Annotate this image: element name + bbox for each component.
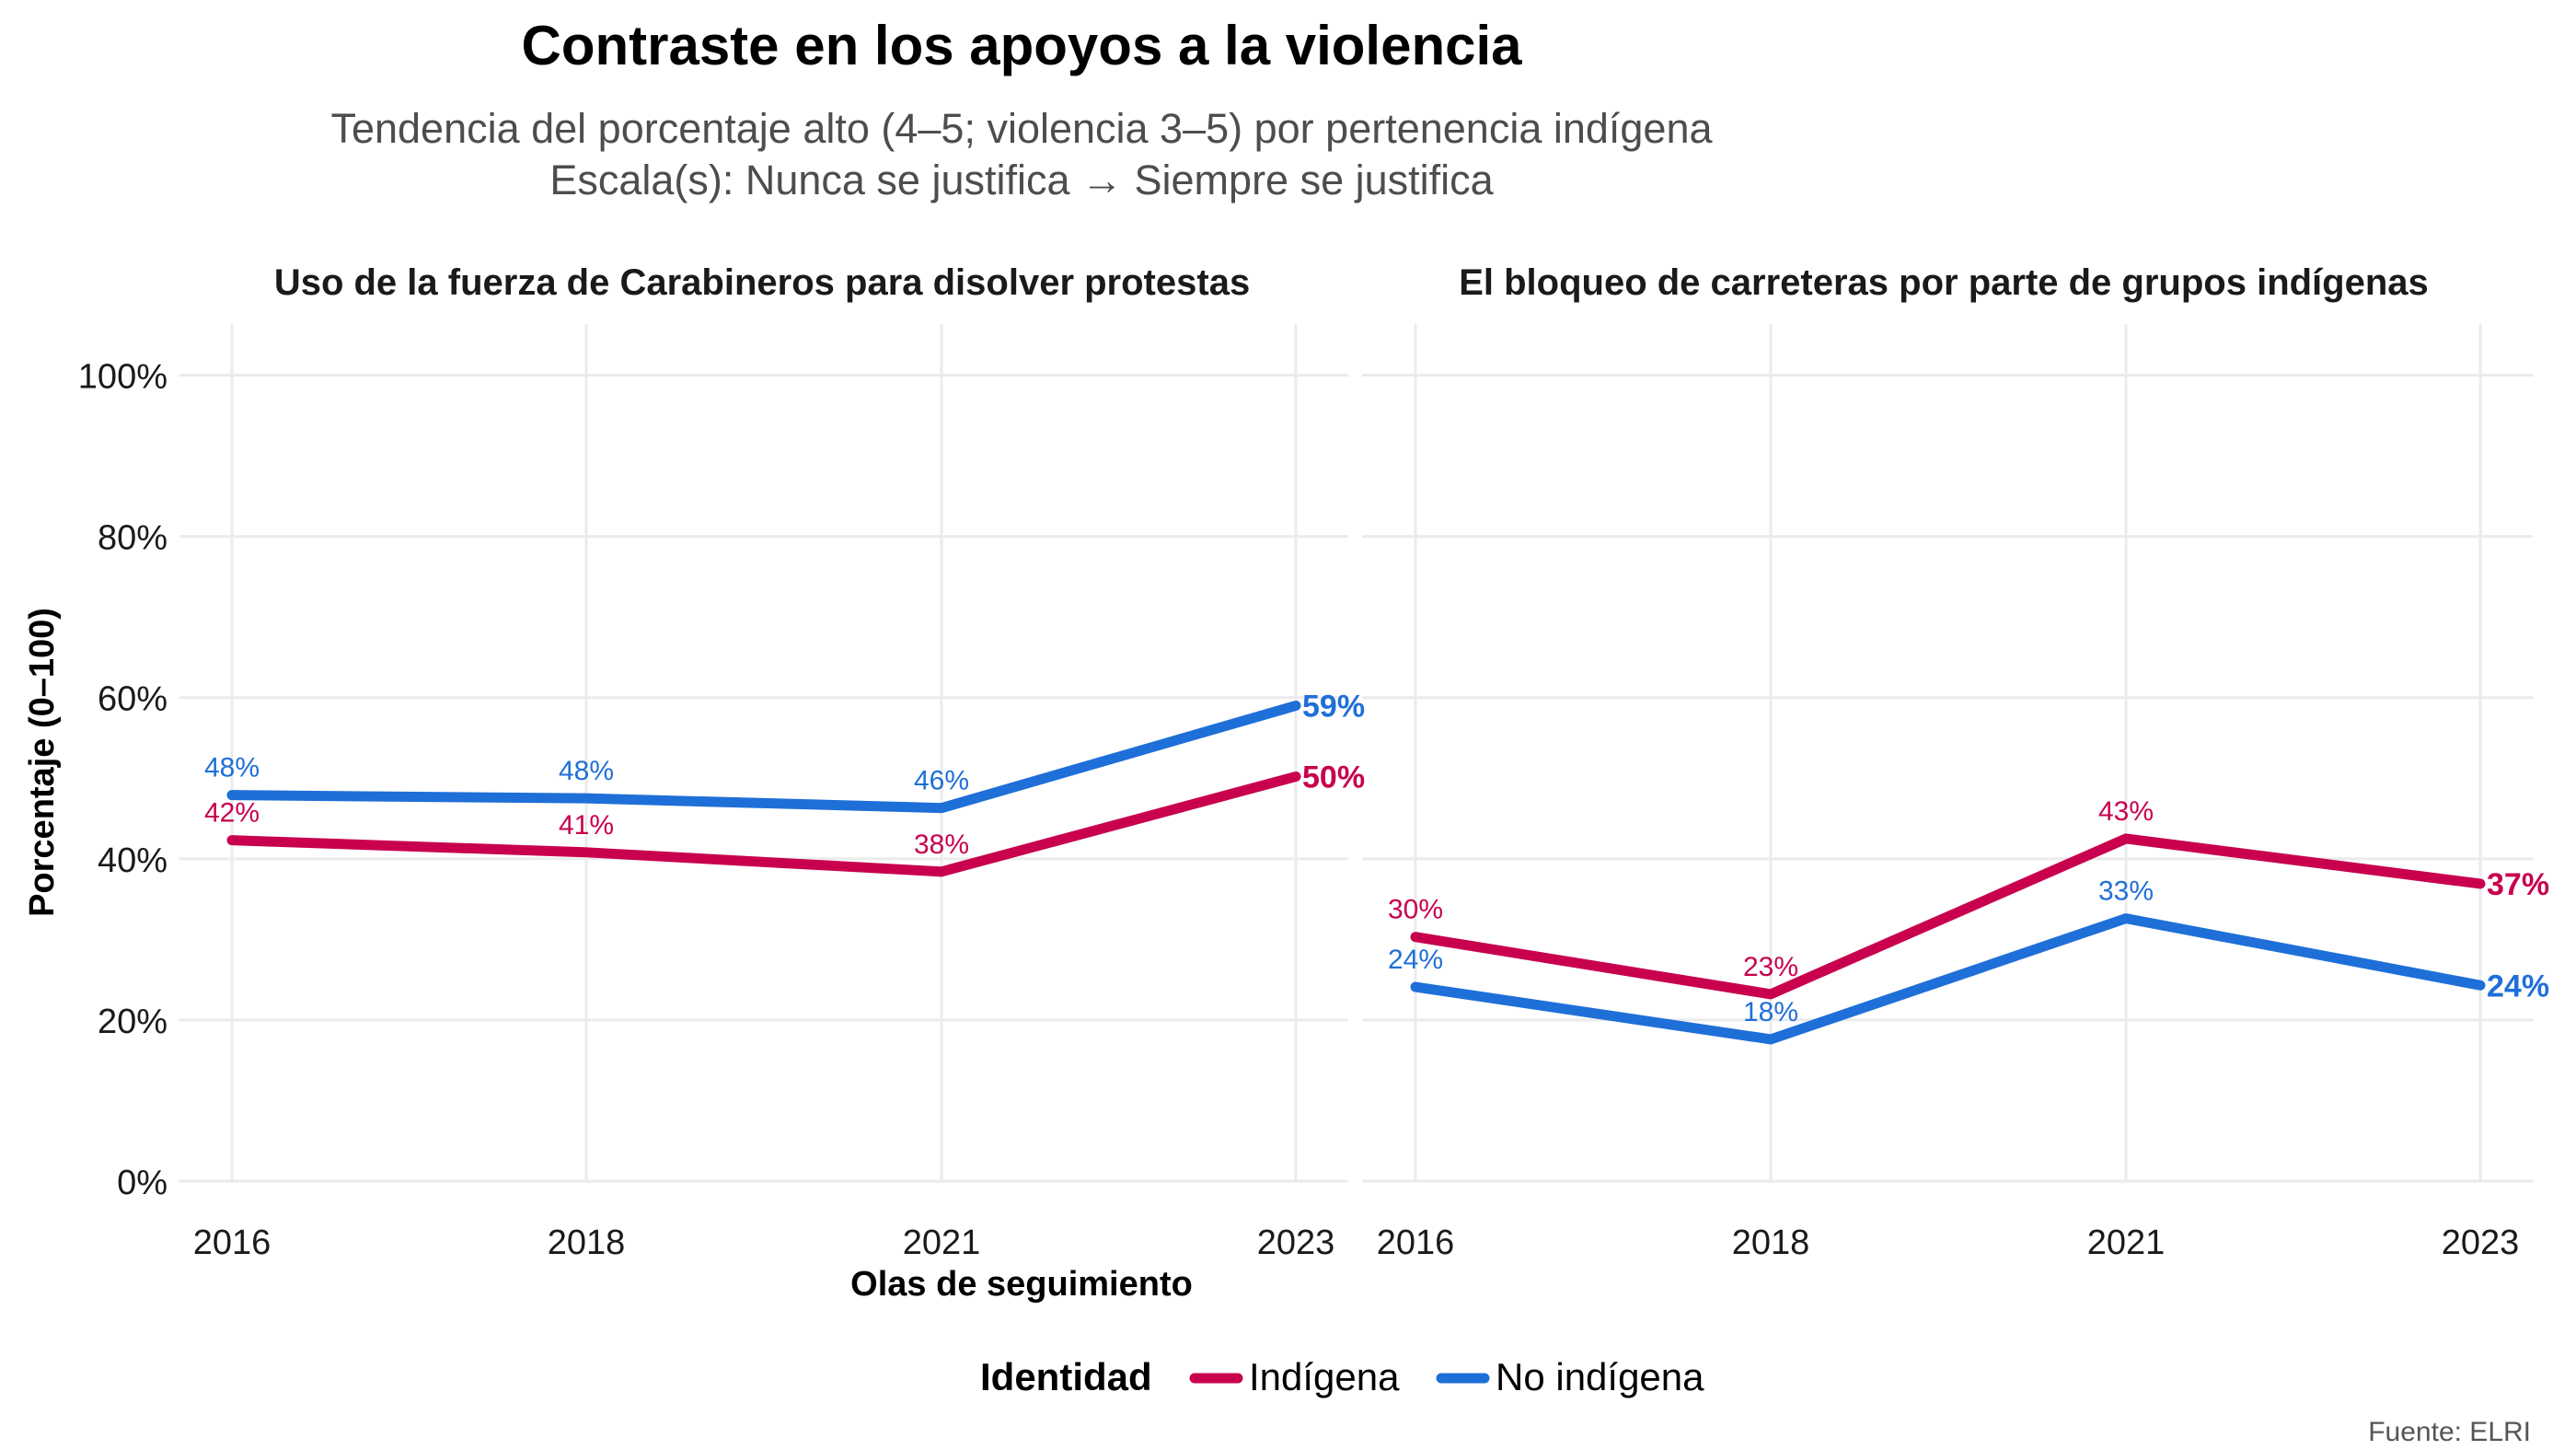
data-label: 33% [2098, 876, 2154, 907]
chart-subtitle-line-2: Escala(s): Nunca se justifica → Siempre … [549, 157, 1494, 203]
data-label: 42% [204, 798, 260, 829]
data-point [2476, 980, 2485, 991]
chart-title: Contraste en los apoyos a la violencia [521, 15, 1522, 76]
data-label: 41% [559, 810, 614, 841]
data-label: 59% [1302, 689, 1365, 724]
y-tick-label: 40% [98, 841, 167, 880]
x-tick-label: 2018 [1732, 1224, 1810, 1262]
panel-title: Uso de la fuerza de Carabineros para dis… [274, 262, 1250, 303]
data-label: 48% [559, 756, 614, 786]
data-label: 48% [204, 753, 260, 783]
data-point [2121, 833, 2131, 843]
data-point [1411, 932, 1420, 942]
legend-label-indigena: Indígena [1249, 1355, 1400, 1398]
legend-title: Identidad [980, 1355, 1152, 1398]
y-tick-label: 60% [98, 680, 167, 719]
legend: Identidad Indígena No indígena [980, 1355, 1704, 1398]
data-label: 30% [1388, 895, 1443, 925]
data-point [937, 803, 946, 813]
x-tick-label: 2016 [1377, 1224, 1455, 1262]
y-tick-label: 80% [98, 519, 167, 558]
x-tick-label: 2021 [903, 1224, 981, 1262]
data-point [227, 835, 237, 845]
y-axis-title: Porcentaje (0–100) [23, 608, 62, 917]
data-point [2476, 878, 2485, 888]
x-tick-label: 2018 [548, 1224, 626, 1262]
caption: Fuente: ELRI [2368, 1417, 2531, 1447]
data-label: 37% [2487, 867, 2549, 902]
data-label: 46% [914, 766, 969, 796]
data-label: 24% [1388, 945, 1443, 975]
data-point [582, 847, 591, 857]
series-line-indigena [226, 771, 1301, 877]
data-point [1766, 1034, 1775, 1044]
data-label: 18% [1743, 997, 1798, 1027]
data-label: 23% [1743, 952, 1798, 982]
chart-subtitle-line-1: Tendencia del porcentaje alto (4–5; viol… [330, 105, 1713, 152]
y-tick-label: 100% [78, 358, 167, 397]
panel-1: Uso de la fuerza de Carabineros para dis… [78, 262, 1365, 1262]
x-tick-label: 2023 [1257, 1224, 1335, 1262]
data-point [582, 794, 591, 804]
x-tick-label: 2021 [2087, 1224, 2166, 1262]
series-line-indigena [1410, 833, 2486, 1000]
data-point [1766, 989, 1775, 999]
data-point [1291, 701, 1300, 711]
x-axis-title: Olas de seguimiento [850, 1265, 1193, 1304]
data-point [2121, 913, 2131, 923]
series-line-no-indigena [226, 700, 1301, 814]
y-tick-label: 0% [117, 1164, 167, 1202]
data-point [1411, 982, 1420, 992]
data-label: 50% [1302, 760, 1365, 795]
data-label: 38% [914, 829, 969, 860]
data-point [227, 790, 237, 800]
legend-label-no-indigena: No indígena [1496, 1355, 1704, 1398]
data-point [937, 866, 946, 876]
data-point [1291, 771, 1300, 782]
data-label: 24% [2487, 969, 2549, 1003]
series-line-no-indigena [1410, 913, 2486, 1045]
x-tick-label: 2016 [193, 1224, 271, 1262]
data-label: 43% [2098, 796, 2154, 827]
x-tick-label: 2023 [2442, 1224, 2520, 1262]
y-tick-label: 20% [98, 1003, 167, 1041]
panel-title: El bloqueo de carreteras por parte de gr… [1459, 262, 2429, 303]
panel-2: El bloqueo de carreteras por parte de gr… [1362, 262, 2549, 1262]
panels: Uso de la fuerza de Carabineros para dis… [78, 262, 2549, 1262]
